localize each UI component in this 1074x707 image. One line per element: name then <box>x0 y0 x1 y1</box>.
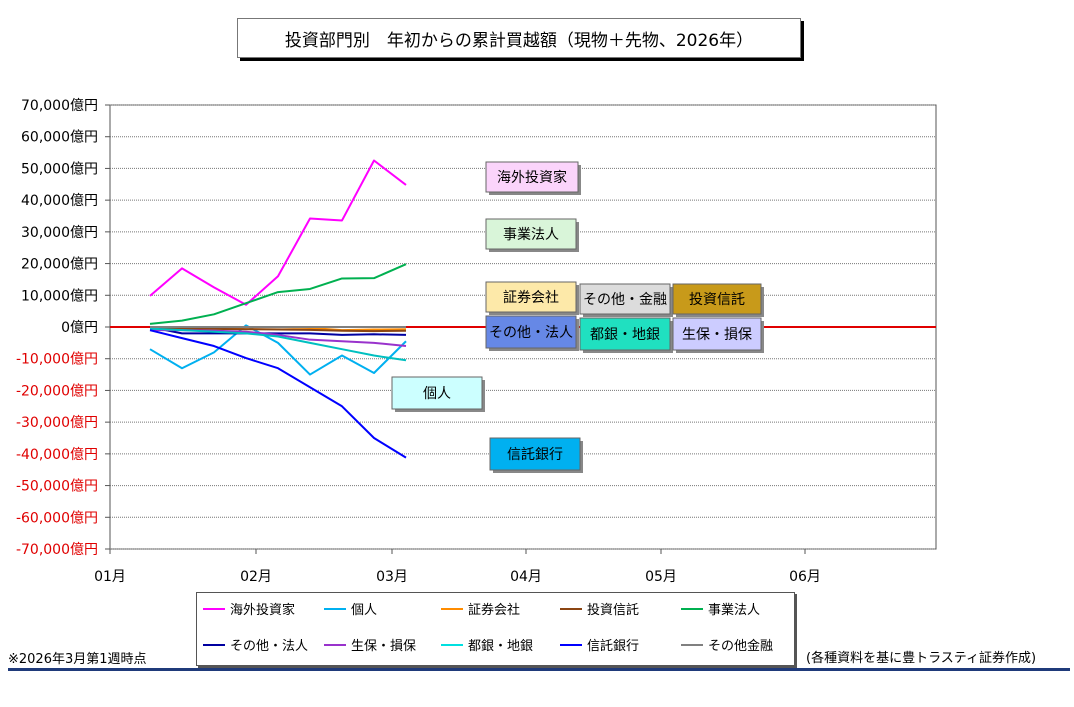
legend-item: 信託銀行 <box>560 635 639 654</box>
annotation-box <box>579 283 671 315</box>
y-tick-label: 10,000億円 <box>21 288 98 304</box>
x-tick-label: 05月 <box>645 569 677 585</box>
legend: 海外投資家 個人 証券会社 投資信託 事業法人その他・法人 生保・損保 都銀・地銀 信託銀行 そ… <box>196 592 795 666</box>
legend-item: 個人 <box>324 599 377 618</box>
annotation-box <box>485 218 577 250</box>
y-tick-label: 0億円 <box>61 320 98 336</box>
annotation-label: 証券会社 <box>503 290 559 306</box>
annotation-box <box>485 281 577 313</box>
y-tick-label: -30,000億円 <box>16 415 98 431</box>
legend-item: 海外投資家 <box>203 599 295 618</box>
annotation-box <box>489 437 581 471</box>
annotation-label: 海外投資家 <box>497 169 567 186</box>
legend-swatch <box>203 607 225 610</box>
annotation-label: 個人 <box>423 386 451 402</box>
legend-item: その他金融 <box>681 635 773 654</box>
annotation-label: 信託銀行 <box>507 447 563 463</box>
annotation-box <box>391 376 483 410</box>
legend-label: 事業法人 <box>708 603 761 618</box>
legend-label: 生保・損保 <box>351 639 417 654</box>
legend-item: 都銀・地銀 <box>441 635 533 654</box>
legend-label: 投資信託 <box>587 603 640 618</box>
legend-label: その他・法人 <box>230 639 309 654</box>
legend-swatch <box>681 607 703 610</box>
x-tick-label: 01月 <box>94 569 126 585</box>
legend-label: 証券会社 <box>468 603 521 618</box>
y-tick-label: 40,000億円 <box>21 193 98 209</box>
legend-item: 生保・損保 <box>324 635 416 654</box>
annotation-box <box>579 317 671 351</box>
annotation-label: 事業法人 <box>503 227 559 243</box>
legend-swatch <box>441 607 463 610</box>
legend-label: 個人 <box>351 603 378 618</box>
legend-item: 事業法人 <box>681 599 760 618</box>
y-tick-label: -50,000億円 <box>16 479 98 495</box>
series-line-投資信託 <box>149 326 407 333</box>
y-tick-label: 60,000億円 <box>21 130 98 146</box>
series-line-事業法人 <box>149 263 407 325</box>
legend-swatch <box>203 643 225 646</box>
y-tick-label: 20,000億円 <box>21 257 98 273</box>
series-line-信託銀行 <box>149 329 407 459</box>
y-tick-label: -20,000億円 <box>16 383 98 399</box>
series-line-個人 <box>149 324 407 376</box>
series-line-海外投資家 <box>149 159 407 306</box>
x-tick-label: 06月 <box>789 569 821 585</box>
legend-swatch <box>441 643 463 646</box>
y-tick-label: 50,000億円 <box>21 161 98 177</box>
bottom-divider <box>8 668 1070 671</box>
chart-title: 投資部門別 年初からの累計買越額（現物＋先物、2026年） <box>237 18 801 58</box>
legend-label: 信託銀行 <box>587 639 640 654</box>
legend-swatch <box>324 643 346 646</box>
series-line-その他・法人 <box>149 326 407 336</box>
y-tick-label: -60,000億円 <box>16 510 98 526</box>
legend-swatch <box>324 607 346 610</box>
legend-swatch <box>681 643 703 646</box>
legend-item: 投資信託 <box>560 599 639 618</box>
annotation-box <box>672 283 762 315</box>
source-note: (各種資料を基に豊トラスティ証券作成) <box>806 651 1037 666</box>
y-tick-label: 70,000億円 <box>21 98 98 114</box>
annotation-box <box>485 315 577 349</box>
x-tick-label: 02月 <box>240 569 272 585</box>
y-tick-label: -40,000億円 <box>16 447 98 463</box>
y-tick-label: -70,000億円 <box>16 542 98 558</box>
annotation-label: その他・金融 <box>583 292 667 308</box>
legend-item: 証券会社 <box>441 599 520 618</box>
annotation-box <box>485 161 579 193</box>
footnote: ※2026年3月第1週時点 <box>8 652 147 667</box>
series-line-都銀・地銀 <box>149 327 407 362</box>
legend-label: 海外投資家 <box>230 603 296 618</box>
x-tick-label: 03月 <box>376 569 408 585</box>
legend-label: 都銀・地銀 <box>468 639 534 654</box>
annotation-label: 都銀・地銀 <box>590 327 660 343</box>
y-tick-label: 30,000億円 <box>21 225 98 241</box>
legend-swatch <box>560 607 582 610</box>
legend-item: その他・法人 <box>203 635 308 654</box>
legend-swatch <box>560 643 582 646</box>
y-tick-label: -10,000億円 <box>16 352 98 368</box>
annotation-label: 生保・損保 <box>682 327 752 343</box>
annotation-label: その他・法人 <box>489 325 573 341</box>
x-tick-label: 04月 <box>510 569 542 585</box>
annotation-box <box>672 317 762 351</box>
annotation-label: 投資信託 <box>689 292 745 308</box>
legend-label: その他金融 <box>708 639 774 654</box>
